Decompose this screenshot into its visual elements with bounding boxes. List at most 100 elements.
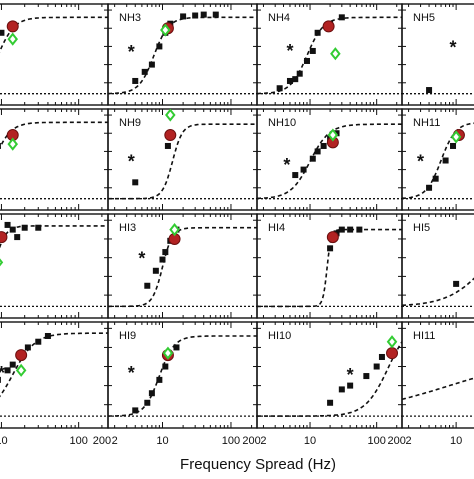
data-point-diamond: [160, 23, 171, 37]
panel-plot-area: *: [257, 322, 402, 428]
panels-layer: * NH3 * NH4 * NH5 * NH9 * NH10 * NH11 * * HI3 HI4 HI5 * * H…: [0, 3, 474, 429]
data-point-asterisk: *: [128, 363, 135, 383]
data-point-square: [453, 280, 460, 287]
panel-frame: [0, 213, 109, 319]
data-point-square: [4, 221, 11, 228]
data-point-square: [132, 77, 139, 84]
data-point-diamond: [0, 258, 4, 267]
data-point-square: [347, 382, 354, 389]
panel-plot-area: *: [402, 109, 474, 210]
data-point-diamond: [7, 137, 19, 151]
panel-frame: [401, 3, 474, 106]
data-point-asterisk: *: [138, 249, 145, 269]
data-point-square: [373, 363, 380, 370]
panel-HI10: * HI10: [256, 321, 403, 429]
data-point-square: [320, 142, 327, 149]
data-point-square: [164, 142, 171, 149]
panel-frame: [0, 3, 109, 106]
fit-curve: [0, 332, 108, 398]
data-point-square: [0, 142, 1, 149]
x-tick-label: 2: [260, 435, 266, 447]
panel-NH4: * NH4: [256, 3, 403, 106]
panel-HI9: * HI9: [107, 321, 258, 429]
panel-unlabeled-0: [0, 3, 109, 106]
panel-frame: [401, 108, 474, 211]
x-tick-label: 100: [69, 435, 87, 447]
panel-plot-area: *: [402, 4, 474, 105]
data-point-circle: [386, 347, 399, 360]
x-tick-label: 100: [367, 435, 385, 447]
panel-HI11: HI11: [401, 321, 474, 429]
panel-label: HI9: [119, 330, 136, 342]
data-point-square: [180, 13, 187, 20]
panel-NH9: * NH9: [107, 108, 258, 211]
panel-plot-area: *: [108, 4, 257, 105]
data-point-square: [338, 386, 345, 393]
panel-NH10: * NH10: [256, 108, 403, 211]
data-point-square: [378, 353, 385, 360]
fit-curve: [257, 123, 402, 200]
data-point-square: [44, 332, 51, 339]
data-point-square: [132, 179, 139, 186]
data-point-circle: [326, 231, 339, 244]
data-point-diamond: [450, 130, 462, 144]
panel-plot-area: *: [108, 214, 257, 318]
data-point-square: [292, 172, 299, 179]
data-point-square: [276, 85, 283, 92]
data-point-square: [152, 267, 159, 274]
data-point-square: [4, 367, 11, 374]
data-point-square: [363, 373, 370, 380]
panel-label: HI10: [268, 330, 291, 342]
data-point-diamond: [7, 32, 19, 46]
data-point-circle: [164, 129, 177, 142]
data-point-square: [286, 77, 293, 84]
panel-label: HI5: [413, 222, 430, 234]
data-point-square: [296, 70, 303, 77]
data-point-square: [162, 363, 169, 370]
data-point-square: [0, 376, 1, 383]
panel-HI4: HI4: [256, 213, 403, 319]
data-point-square: [141, 68, 148, 75]
data-point-asterisk: *: [417, 152, 424, 172]
x-tick-label: 200: [93, 435, 111, 447]
panel-unlabeled-8: *: [0, 213, 109, 319]
data-point-square: [309, 155, 316, 162]
panel-frame: [0, 108, 109, 211]
panel-plot-area: [0, 109, 108, 210]
data-point-square: [426, 184, 433, 191]
panel-plot-area: *: [0, 322, 108, 428]
data-point-square: [9, 226, 16, 233]
data-point-diamond: [327, 128, 339, 142]
panel-plot-area: *: [257, 109, 402, 210]
data-point-circle: [15, 349, 28, 362]
panel-unlabeled-12: *: [0, 321, 109, 429]
data-point-square: [338, 14, 345, 21]
data-point-square: [442, 157, 449, 164]
data-point-square: [327, 245, 334, 252]
data-point-square: [303, 57, 310, 64]
panel-label: NH10: [268, 117, 296, 129]
data-point-asterisk: *: [286, 41, 293, 61]
data-point-square: [148, 61, 155, 68]
panel-NH3: * NH3: [107, 3, 258, 106]
x-tick-label: 10: [450, 435, 462, 447]
data-point-square: [314, 29, 321, 36]
panel-label: NH4: [268, 12, 290, 24]
data-point-diamond: [162, 346, 174, 360]
data-point-square: [338, 226, 345, 233]
data-point-diamond: [386, 335, 398, 349]
panel-label: NH3: [119, 12, 141, 24]
data-point-asterisk: *: [283, 155, 290, 175]
panel-plot-area: [402, 214, 474, 318]
data-point-asterisk: *: [128, 42, 135, 62]
data-point-square: [200, 11, 207, 18]
panel-frame: [0, 321, 109, 429]
data-point-square: [162, 249, 169, 256]
data-point-square: [148, 390, 155, 397]
data-point-diamond: [165, 109, 176, 122]
data-point-square: [132, 407, 139, 414]
data-point-square: [173, 344, 180, 351]
data-point-square: [314, 148, 321, 155]
fit-curve: [0, 16, 108, 53]
